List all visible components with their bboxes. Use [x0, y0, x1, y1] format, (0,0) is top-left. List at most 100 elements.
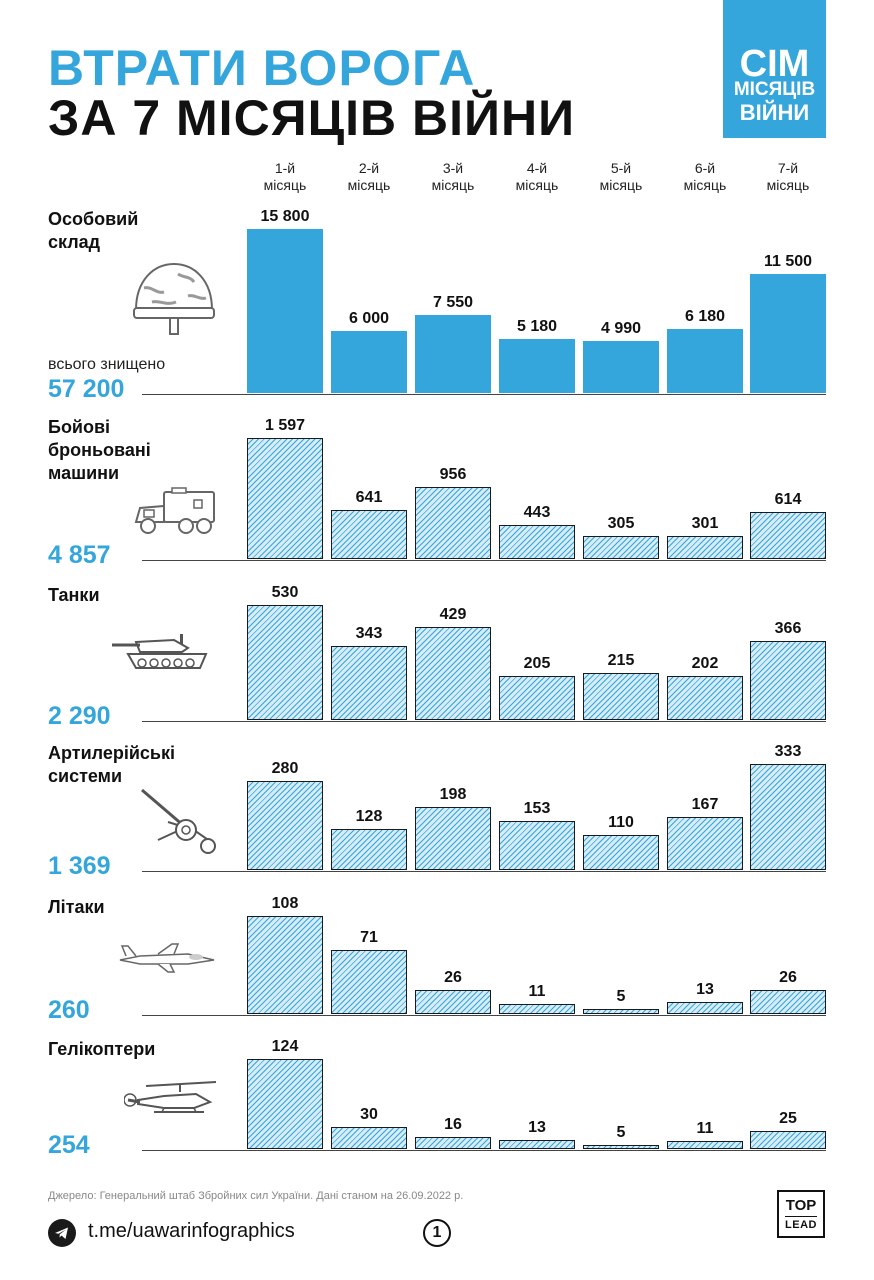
category-label: Особовий склад — [48, 209, 139, 252]
baseline — [142, 871, 826, 872]
data-label: 215 — [607, 652, 635, 669]
page-number: 1 — [423, 1219, 451, 1247]
baseline — [142, 1015, 826, 1016]
data-label: 202 — [691, 655, 719, 672]
data-label: 301 — [691, 515, 719, 532]
bar — [750, 990, 826, 1014]
bar — [331, 646, 407, 720]
bar — [247, 438, 323, 559]
data-label: 5 180 — [516, 318, 558, 335]
baseline — [142, 394, 826, 395]
toplead-logo: TOP LEAD — [777, 1190, 825, 1238]
bar — [499, 339, 575, 393]
data-label: 124 — [271, 1038, 299, 1055]
baseline — [142, 721, 826, 722]
bar — [415, 1137, 491, 1149]
title-line-1: ВТРАТИ ВОРОГА — [48, 40, 476, 96]
bar — [750, 764, 826, 870]
month-header: 1-й місяць — [263, 160, 307, 193]
bar — [750, 274, 826, 393]
bar — [247, 1059, 323, 1149]
bar — [750, 641, 826, 720]
badge-line-1: СІМ — [739, 43, 810, 85]
bar — [583, 1009, 659, 1014]
data-label: 25 — [779, 1110, 797, 1127]
category-total: 254 — [48, 1131, 90, 1159]
bar — [750, 1131, 826, 1149]
month-header: 5-й місяць — [599, 160, 643, 193]
data-label: 13 — [528, 1119, 546, 1136]
category-total: 1 369 — [48, 852, 111, 880]
data-label: 1 597 — [264, 417, 306, 434]
bar — [247, 229, 323, 393]
category-total: 260 — [48, 996, 90, 1024]
month-header: 2-й місяць — [347, 160, 391, 193]
baseline — [142, 1150, 826, 1151]
bar — [331, 950, 407, 1014]
bar — [247, 605, 323, 720]
armored-vehicle-icon — [132, 486, 222, 541]
data-label: 641 — [355, 489, 383, 506]
bar — [667, 329, 743, 393]
data-label: 429 — [439, 606, 467, 623]
bar — [667, 1002, 743, 1014]
month-header: 4-й місяць — [515, 160, 559, 193]
bar — [583, 673, 659, 720]
data-label: 30 — [360, 1106, 378, 1123]
logo-divider — [785, 1216, 817, 1217]
data-label: 198 — [439, 786, 467, 803]
data-label: 26 — [779, 969, 797, 986]
bar — [499, 525, 575, 559]
bar — [331, 510, 407, 559]
data-label: 280 — [271, 760, 299, 777]
bar — [499, 676, 575, 720]
source-note: Джерело: Генеральний штаб Збройних сил У… — [48, 1190, 464, 1202]
month-header: 7-й місяць — [766, 160, 810, 193]
bar — [750, 512, 826, 559]
bar — [583, 835, 659, 870]
data-label: 7 550 — [432, 294, 474, 311]
month-header: 6-й місяць — [683, 160, 727, 193]
data-label: 71 — [360, 929, 378, 946]
tank-icon — [110, 626, 214, 681]
bar — [499, 1004, 575, 1014]
category-label: Гелікоптери — [48, 1039, 156, 1059]
title-line-2: ЗА 7 МІСЯЦІВ ВІЙНИ — [48, 90, 576, 146]
logo-bottom-text: LEAD — [785, 1219, 817, 1231]
telegram-link[interactable]: t.me/uawarinfographics — [88, 1220, 295, 1242]
data-label: 614 — [774, 491, 802, 508]
seven-months-badge: СІМ МІСЯЦІВ ВІЙНИ — [723, 0, 826, 138]
bar — [583, 341, 659, 393]
bar — [331, 829, 407, 870]
data-label: 15 800 — [260, 208, 310, 225]
bar — [331, 1127, 407, 1149]
data-label: 108 — [271, 895, 299, 912]
bar — [667, 817, 743, 870]
data-label: 11 — [528, 983, 546, 1000]
badge-line-2: МІСЯЦІВ — [733, 79, 816, 100]
data-label: 305 — [607, 515, 635, 532]
bar — [415, 315, 491, 393]
data-label: 343 — [355, 625, 383, 642]
total-caption: всього знищено — [48, 356, 166, 373]
data-label: 11 500 — [763, 253, 813, 270]
bar — [499, 1140, 575, 1149]
data-label: 6 180 — [684, 308, 726, 325]
bar — [415, 487, 491, 559]
data-label: 16 — [444, 1116, 462, 1133]
bar — [415, 627, 491, 720]
data-label: 5 — [616, 988, 626, 1005]
bar — [415, 990, 491, 1014]
bar — [667, 536, 743, 559]
badge-line-3: ВІЙНИ — [739, 100, 810, 125]
data-label: 153 — [523, 800, 551, 817]
data-label: 5 — [616, 1124, 626, 1141]
telegram-icon[interactable] — [48, 1219, 76, 1247]
data-label: 167 — [691, 796, 719, 813]
category-total: 4 857 — [48, 541, 111, 569]
data-label: 366 — [774, 620, 802, 637]
month-header: 3-й місяць — [431, 160, 475, 193]
data-label: 333 — [774, 743, 802, 760]
data-label: 11 — [696, 1120, 714, 1137]
data-label: 13 — [696, 981, 714, 998]
